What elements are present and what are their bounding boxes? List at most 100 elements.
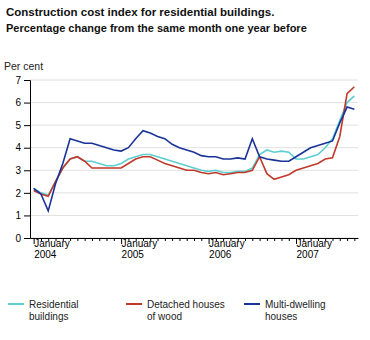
y-tick-label: 1: [15, 210, 21, 221]
x-tick-mark: [230, 238, 231, 241]
x-tick: [70, 238, 71, 241]
chart: Construction cost index for residential …: [0, 0, 370, 340]
y-tick: 7: [15, 75, 30, 86]
x-tick: [274, 238, 275, 241]
text-line: January: [122, 238, 158, 249]
legend-swatch: [8, 303, 24, 305]
x-tick: [172, 238, 173, 241]
x-tick-mark: [70, 238, 71, 241]
text-line: buildings: [29, 311, 68, 322]
legend-item: Residentialbuildings: [8, 299, 78, 322]
legend-label: Residentialbuildings: [29, 299, 78, 322]
x-tick-mark: [77, 238, 78, 241]
x-tick-mark: [194, 238, 195, 241]
y-tick: 3: [15, 165, 30, 176]
text-line: January: [209, 238, 245, 249]
x-tick: [223, 238, 224, 241]
x-tick-mark: [48, 238, 49, 241]
y-tick-label: 7: [15, 75, 21, 86]
y-tick-mark: [24, 170, 30, 171]
x-tick: [63, 238, 64, 241]
title: Construction cost index for residential …: [6, 6, 274, 18]
grid-line: [30, 192, 358, 193]
x-tick-mark: [63, 238, 64, 241]
x-tick-mark: [252, 238, 253, 241]
x-tick: [187, 238, 188, 241]
x-tick-mark: [267, 238, 268, 241]
y-tick: 0: [15, 233, 30, 244]
x-tick-mark: [99, 238, 100, 241]
grid: [30, 80, 358, 238]
x-tick: [136, 238, 137, 241]
grid-line: [30, 215, 358, 216]
line: [34, 107, 355, 211]
x-tick-mark: [114, 238, 115, 241]
line: [34, 96, 355, 195]
x-tick-mark: [41, 238, 42, 241]
x-tick-mark: [201, 238, 202, 241]
x-tick: [201, 238, 202, 241]
x-tick: [158, 238, 159, 241]
text-line: 2004: [34, 249, 57, 260]
x-tick: [107, 238, 108, 241]
grid-line: [30, 125, 358, 126]
text-line: Detached houses: [147, 299, 225, 310]
y-axis-line: [24, 81, 31, 239]
x-tick: January2005: [122, 238, 158, 260]
x-tick-mark: [128, 238, 129, 241]
subtitle: Percentage change from the same month on…: [6, 22, 307, 34]
y-axis-title: Per cent: [4, 60, 43, 72]
text-line: 2006: [209, 249, 232, 260]
x-tick-mark: [223, 238, 224, 241]
x-tick: [48, 238, 49, 241]
x-tick-mark: [347, 238, 348, 241]
y-tick-label: 5: [15, 120, 21, 131]
y-tick-label: 4: [15, 142, 21, 153]
y-tick-label: 3: [15, 165, 21, 176]
x-tick: [194, 238, 195, 241]
legend-label: Detached housesof wood: [147, 299, 225, 322]
x-tick-mark: [187, 238, 188, 241]
x-tick: [289, 238, 290, 241]
x-tick-mark: [238, 238, 239, 241]
y-tick: 4: [15, 142, 30, 153]
y-tick-mark: [24, 148, 30, 149]
x-tick-mark: [318, 238, 319, 241]
x-tick: [281, 238, 282, 241]
y-tick-mark: [24, 238, 30, 239]
x-tick-mark: [245, 238, 246, 241]
y-tick: 2: [15, 188, 30, 199]
y-tick-mark: [24, 215, 30, 216]
x-tick: [340, 238, 341, 241]
x-axis: January2004January2005January2006January…: [31, 238, 359, 260]
x-tick: [347, 238, 348, 241]
x-tick: [230, 238, 231, 241]
grid-line: [30, 102, 358, 103]
y-tick: 6: [15, 97, 30, 108]
x-tick: [85, 238, 86, 241]
x-tick-mark: [179, 238, 180, 241]
x-tick: [92, 238, 93, 241]
x-tick-mark: [92, 238, 93, 241]
text-line: of wood: [147, 311, 182, 322]
x-tick-mark: [143, 238, 144, 241]
y-tick-mark: [24, 193, 30, 194]
y-tick-label: 2: [15, 188, 21, 199]
x-tick: [260, 238, 261, 241]
y-tick-label: 0: [15, 233, 21, 244]
x-tick: [354, 238, 355, 241]
x-tick: [56, 238, 57, 241]
x-tick: January2007: [297, 238, 333, 260]
x-tick-mark: [303, 238, 304, 241]
x-tick: [238, 238, 239, 241]
y-tick: 1: [15, 210, 30, 221]
x-tick-mark: [136, 238, 137, 241]
x-tick-label: January2005: [122, 238, 158, 260]
x-tick-mark: [107, 238, 108, 241]
x-tick: [150, 238, 151, 241]
x-tick: [245, 238, 246, 241]
text-line: Multi-dwelling: [265, 299, 326, 310]
x-tick: [216, 238, 217, 241]
x-tick-mark: [340, 238, 341, 241]
x-tick-mark: [172, 238, 173, 241]
